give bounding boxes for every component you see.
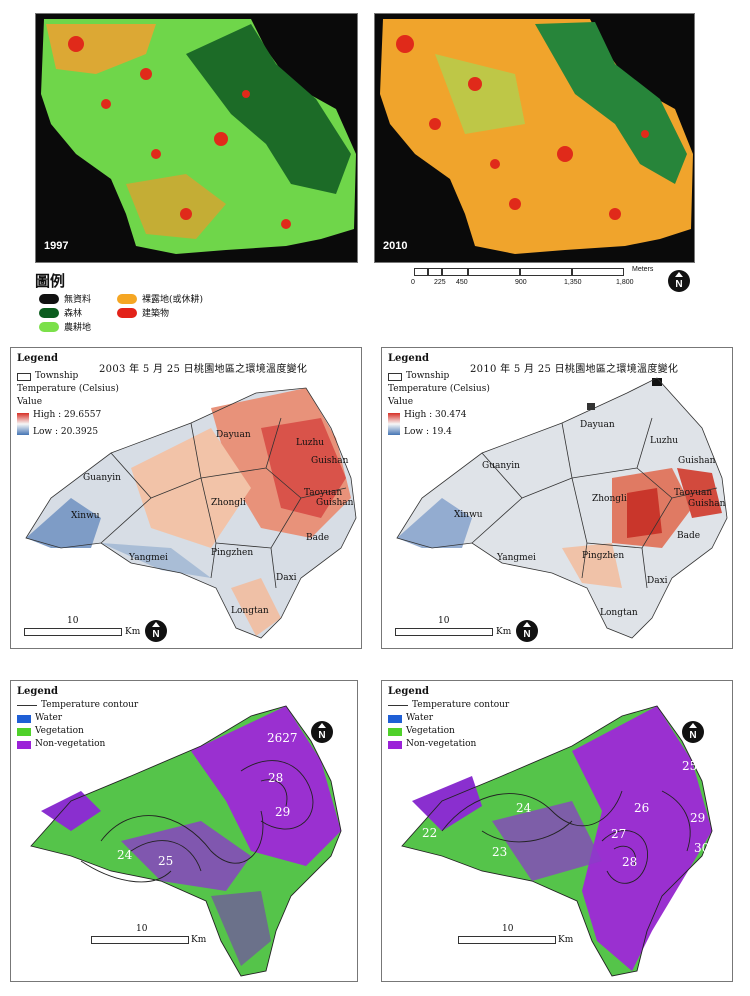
contour-label: 29	[275, 805, 291, 819]
township-label: Taoyuan	[674, 488, 713, 498]
township-label: Guishan	[688, 499, 726, 509]
legend-heading: Legend	[17, 686, 59, 697]
legend-heading: Legend	[388, 686, 430, 697]
legend-heading: Legend	[17, 353, 59, 364]
legend-item-bare-land: 裸露地(或休耕)	[117, 292, 203, 305]
contour-label: 28	[622, 855, 638, 869]
township-label: Xinwu	[454, 510, 483, 520]
township-label: Pingzhen	[211, 548, 254, 558]
township-label: Guanyin	[482, 461, 520, 471]
legend-heading: Legend	[388, 353, 430, 364]
contour-label: 23	[492, 845, 508, 859]
township-label: Guishan	[311, 456, 349, 466]
township-label: Yangmei	[129, 553, 168, 563]
landuse-map-2010-graphic	[375, 14, 694, 262]
landuse-map-2010: 2010	[374, 13, 695, 263]
swatch-forest	[39, 307, 59, 318]
township-label: Pingzhen	[582, 551, 625, 561]
contour-label: 24	[516, 801, 532, 815]
contour-label: 23	[121, 884, 137, 898]
township-label: Bade	[677, 531, 701, 541]
landuse-map-1997: 1997	[35, 13, 358, 263]
scale-bar	[24, 628, 122, 636]
contour-line-swatch	[388, 705, 408, 706]
swatch-no-data	[39, 293, 59, 304]
temperature-map-2003-graphic	[25, 387, 357, 639]
township-label: Bade	[306, 533, 330, 543]
township-label: Longtan	[600, 608, 638, 618]
contour-map-right: Legend Temperature contour Water Vegetat…	[381, 680, 733, 982]
township-label: Daxi	[276, 573, 297, 583]
north-arrow-icon: N	[516, 620, 538, 642]
legend-item-farmland: 農耕地	[39, 320, 91, 333]
contour-map-right-graphic	[401, 705, 713, 977]
township-label: Luzhu	[650, 436, 679, 446]
temp-legend-2010: Legend Township Temperature (Celsius) Va…	[388, 353, 490, 437]
swatch-bare-land	[117, 293, 137, 304]
scale-bar	[395, 628, 493, 636]
legend-title: 圖例	[35, 272, 66, 290]
township-outline-icon	[388, 372, 402, 381]
township-label: Guishan	[678, 456, 716, 466]
water-swatch	[17, 714, 31, 723]
contour-label: 30	[694, 841, 710, 855]
non-vegetation-swatch	[388, 740, 402, 749]
township-label: Guanyin	[83, 473, 121, 483]
contour-map-left-graphic	[30, 705, 342, 977]
map-title: 2010 年 5 月 25 日桃園地區之環境溫度變化	[470, 364, 679, 375]
contour-label: 26	[634, 801, 650, 815]
township-label: Yangmei	[497, 553, 536, 563]
map-title: 2003 年 5 月 25 日桃園地區之環境溫度變化	[99, 364, 308, 375]
legend-item-no-data: 無資料	[39, 292, 91, 305]
year-label: 1997	[44, 240, 69, 252]
township-label: Taoyuan	[304, 488, 343, 498]
contour-label: 28	[268, 771, 284, 785]
township-label: Daxi	[647, 576, 668, 586]
township-label: Xinwu	[71, 511, 100, 521]
contour-legend-left: Legend Temperature contour Water Vegetat…	[17, 686, 139, 749]
contour-label: 29	[690, 811, 706, 825]
non-vegetation-swatch	[17, 740, 31, 749]
contour-label: 2627	[267, 731, 298, 745]
temperature-map-2003: Legend Township Temperature (Celsius) Va…	[10, 347, 362, 649]
contour-map-left: Legend Temperature contour Water Vegetat…	[10, 680, 358, 982]
north-arrow-icon: N	[145, 620, 167, 642]
gradient-swatch	[17, 413, 29, 435]
township-outline-icon	[17, 372, 31, 381]
contour-label: 25	[682, 759, 698, 773]
contour-legend-right: Legend Temperature contour Water Vegetat…	[388, 686, 510, 749]
vegetation-swatch	[17, 727, 31, 736]
township-label: Zhongli	[592, 494, 627, 504]
contour-label: 22	[422, 826, 438, 840]
township-label: Luzhu	[296, 438, 325, 448]
landuse-map-1997-graphic	[36, 14, 357, 262]
legend-item-buildings: 建築物	[117, 306, 169, 319]
swatch-buildings	[117, 307, 137, 318]
scale-bar	[458, 936, 556, 944]
water-swatch	[388, 714, 402, 723]
temperature-map-2010: Legend Township Temperature (Celsius) Va…	[381, 347, 733, 649]
township-label: Longtan	[231, 606, 269, 616]
scale-bar	[91, 936, 189, 944]
township-label: Dayuan	[580, 420, 615, 430]
gradient-swatch	[388, 413, 400, 435]
north-arrow-icon: N	[668, 270, 690, 292]
township-label: Dayuan	[216, 430, 251, 440]
township-label: Zhongli	[211, 498, 246, 508]
contour-label: 24	[117, 848, 133, 862]
swatch-farmland	[39, 321, 59, 332]
temp-legend-2003: Legend Township Temperature (Celsius) Va…	[17, 353, 119, 437]
north-arrow-icon: N	[311, 721, 333, 743]
contour-label: 25	[158, 854, 174, 868]
legend-item-forest: 森林	[39, 306, 82, 319]
temperature-map-2010-graphic	[396, 377, 728, 639]
landuse-legend: 圖例 無資料 森林 農耕地 裸露地(或休耕) 建築物	[35, 270, 295, 340]
contour-label: 27	[611, 827, 627, 841]
contour-line-swatch	[17, 705, 37, 706]
year-label: 2010	[383, 240, 408, 252]
north-arrow-icon: N	[682, 721, 704, 743]
vegetation-swatch	[388, 727, 402, 736]
township-label: Guishan	[316, 498, 354, 508]
